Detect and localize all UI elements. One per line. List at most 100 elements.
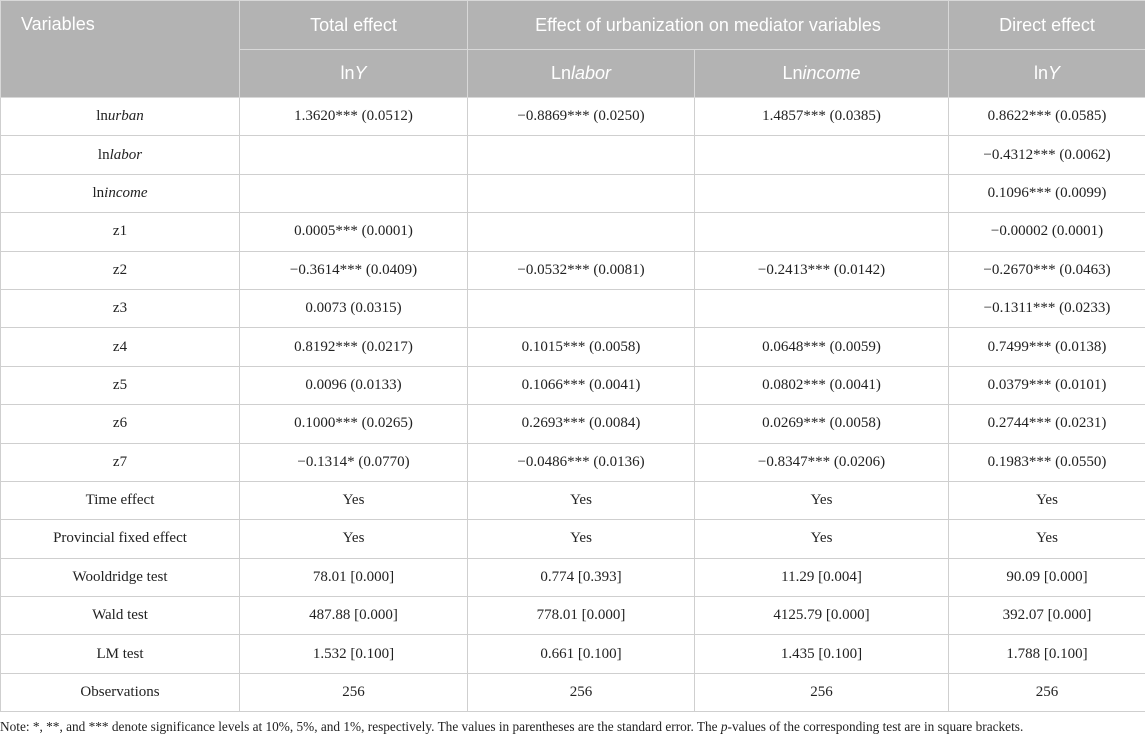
table-row: Provincial fixed effect Yes Yes Yes Yes xyxy=(0,519,1145,559)
table-row: z3 0.0073 (0.0315) −0.1311*** (0.0233) xyxy=(0,288,1145,329)
table-cell: −0.8347*** (0.0206) xyxy=(694,442,949,482)
row-variable: z2 xyxy=(0,250,240,290)
table-cell: −0.1311*** (0.0233) xyxy=(948,288,1145,329)
table-header: Variables Total effect Effect of urbaniz… xyxy=(0,0,1145,98)
subheader-direct-lny: lnY xyxy=(948,49,1145,98)
table-cell: Yes xyxy=(694,519,949,559)
subheader-total-lny: lnY xyxy=(239,49,468,98)
table-cell: 256 xyxy=(239,672,468,713)
table-cell: −0.1314* (0.0770) xyxy=(239,442,468,482)
table-cell: −0.8869*** (0.0250) xyxy=(467,96,695,137)
table-cell: 78.01 [0.000] xyxy=(239,557,468,598)
table-cell: Yes xyxy=(239,480,468,521)
table-cell xyxy=(467,135,695,175)
table-cell: 0.8192*** (0.0217) xyxy=(239,327,468,367)
table-cell xyxy=(694,212,949,252)
table-cell: Yes xyxy=(467,519,695,559)
table-cell: 1.532 [0.100] xyxy=(239,634,468,674)
table-cell: 0.661 [0.100] xyxy=(467,634,695,674)
row-variable: Observations xyxy=(0,672,240,713)
row-variable: lnurban xyxy=(0,96,240,137)
table-cell: 0.0802*** (0.0041) xyxy=(694,365,949,406)
table-cell: 0.1096*** (0.0099) xyxy=(948,173,1145,214)
table-cell: 0.7499*** (0.0138) xyxy=(948,327,1145,367)
table-cell: −0.3614*** (0.0409) xyxy=(239,250,468,290)
row-variable: lnlabor xyxy=(0,135,240,175)
table-cell: 0.2744*** (0.0231) xyxy=(948,404,1145,444)
table-row: lnlabor −0.4312*** (0.0062) xyxy=(0,135,1145,175)
table-cell: 487.88 [0.000] xyxy=(239,596,468,636)
table-cell xyxy=(239,173,468,214)
table-cell: 0.0005*** (0.0001) xyxy=(239,212,468,252)
table-cell: 0.0073 (0.0315) xyxy=(239,288,468,329)
table-cell: 1.4857*** (0.0385) xyxy=(694,96,949,137)
table-cell: Yes xyxy=(467,480,695,521)
table-row: z4 0.8192*** (0.0217) 0.1015*** (0.0058) 0.… xyxy=(0,327,1145,367)
table-cell: 0.0269*** (0.0058) xyxy=(694,404,949,444)
table-row: Time effect Yes Yes Yes Yes xyxy=(0,480,1145,521)
row-variable: z1 xyxy=(0,212,240,252)
table-row: LM test 1.532 [0.100] 0.661 [0.100] 1.435 [… xyxy=(0,634,1145,674)
header-direct-effect: Direct effect xyxy=(948,0,1145,50)
table-cell: −0.4312*** (0.0062) xyxy=(948,135,1145,175)
table-cell xyxy=(467,212,695,252)
table-cell: 0.0096 (0.0133) xyxy=(239,365,468,406)
header-total-effect: Total effect xyxy=(239,0,468,50)
table-cell: 1.435 [0.100] xyxy=(694,634,949,674)
table-cell: Yes xyxy=(948,480,1145,521)
table-cell: 0.0648*** (0.0059) xyxy=(694,327,949,367)
table-row: lnincome 0.1096*** (0.0099) xyxy=(0,173,1145,214)
subheader-lnincome: Lnincome xyxy=(694,49,949,98)
table-cell: 11.29 [0.004] xyxy=(694,557,949,598)
row-variable: z7 xyxy=(0,442,240,482)
table-cell: 778.01 [0.000] xyxy=(467,596,695,636)
row-variable: z6 xyxy=(0,404,240,444)
table-row: Wald test 487.88 [0.000] 778.01 [0.000] 412… xyxy=(0,596,1145,636)
table-cell: −0.2413*** (0.0142) xyxy=(694,250,949,290)
table-cell: Yes xyxy=(239,519,468,559)
row-variable: z4 xyxy=(0,327,240,367)
table-cell: 0.1066*** (0.0041) xyxy=(467,365,695,406)
row-variable: LM test xyxy=(0,634,240,674)
row-variable: z3 xyxy=(0,288,240,329)
table-cell: 0.774 [0.393] xyxy=(467,557,695,598)
table-row: lnurban 1.3620*** (0.0512) −0.8869*** (0.0… xyxy=(0,96,1145,137)
row-variable: Wooldridge test xyxy=(0,557,240,598)
table-cell xyxy=(467,173,695,214)
table-cell: Yes xyxy=(694,480,949,521)
table-cell xyxy=(467,288,695,329)
table-row: z1 0.0005*** (0.0001) −0.00002 (0.0001) xyxy=(0,212,1145,252)
table-cell xyxy=(694,173,949,214)
subheader-lnlabor: Lnlabor xyxy=(467,49,695,98)
table-cell: 90.09 [0.000] xyxy=(948,557,1145,598)
table-cell: 256 xyxy=(694,672,949,713)
header-mediator-effect: Effect of urbanization on mediator varia… xyxy=(467,0,949,50)
table-row: z6 0.1000*** (0.0265) 0.2693*** (0.0084) 0.… xyxy=(0,404,1145,444)
row-variable: Time effect xyxy=(0,480,240,521)
row-variable: lnincome xyxy=(0,173,240,214)
table-row: z7 −0.1314* (0.0770) −0.0486*** (0.0136) −0… xyxy=(0,442,1145,482)
table-cell: 0.2693*** (0.0084) xyxy=(467,404,695,444)
table-cell: 0.1015*** (0.0058) xyxy=(467,327,695,367)
table-cell: −0.00002 (0.0001) xyxy=(948,212,1145,252)
table-cell: 0.1000*** (0.0265) xyxy=(239,404,468,444)
table-cell xyxy=(239,135,468,175)
table-cell xyxy=(694,288,949,329)
table-row: Observations 256 256 256 256 xyxy=(0,672,1145,713)
table-cell: 256 xyxy=(467,672,695,713)
table-cell: −0.0486*** (0.0136) xyxy=(467,442,695,482)
row-variable: z5 xyxy=(0,365,240,406)
table-cell xyxy=(694,135,949,175)
table-cell: −0.2670*** (0.0463) xyxy=(948,250,1145,290)
table-row: Wooldridge test 78.01 [0.000] 0.774 [0.393… xyxy=(0,557,1145,598)
row-variable: Wald test xyxy=(0,596,240,636)
table-cell: 1.3620*** (0.0512) xyxy=(239,96,468,137)
table-row: z5 0.0096 (0.0133) 0.1066*** (0.0041) 0.080… xyxy=(0,365,1145,406)
header-variables: Variables xyxy=(0,0,240,98)
table-cell: −0.0532*** (0.0081) xyxy=(467,250,695,290)
table-row: z2 −0.3614*** (0.0409) −0.0532*** (0.0081)… xyxy=(0,250,1145,290)
table-cell: 4125.79 [0.000] xyxy=(694,596,949,636)
table-note: Note: *, **, and *** denote significance… xyxy=(0,719,1024,734)
table-cell: 1.788 [0.100] xyxy=(948,634,1145,674)
table-cell: 0.1983*** (0.0550) xyxy=(948,442,1145,482)
